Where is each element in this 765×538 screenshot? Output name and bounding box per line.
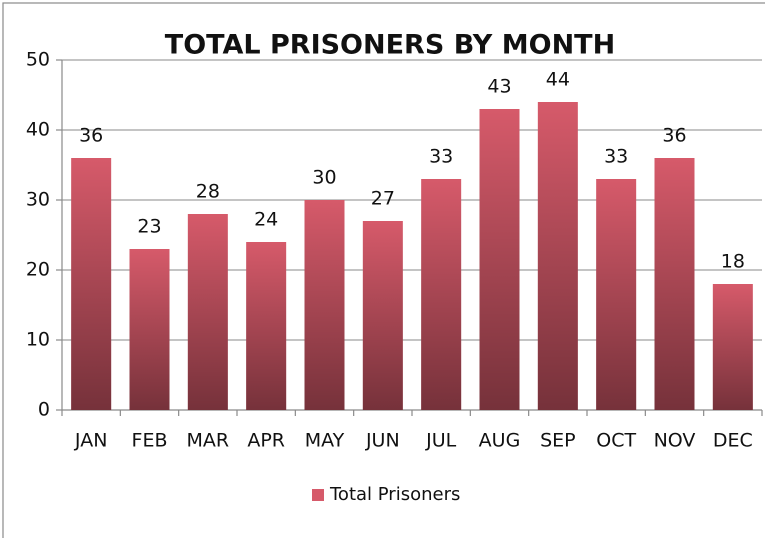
y-tick-label: 10 bbox=[26, 329, 50, 351]
bar-shade bbox=[596, 179, 637, 410]
data-label: 28 bbox=[196, 181, 220, 203]
y-tick-label: 40 bbox=[26, 119, 50, 141]
data-label: 23 bbox=[137, 216, 161, 238]
x-tick-label: MAY bbox=[305, 430, 345, 452]
x-tick-label: DEC bbox=[713, 430, 753, 452]
data-label: 18 bbox=[721, 251, 745, 273]
bar-shade bbox=[421, 179, 462, 410]
bar-shade bbox=[71, 158, 112, 410]
x-tick-label: JUL bbox=[425, 430, 457, 452]
data-label: 27 bbox=[371, 188, 395, 210]
x-tick-label: OCT bbox=[596, 430, 636, 452]
bar-shade bbox=[187, 214, 228, 410]
bar-shade bbox=[712, 284, 753, 410]
x-tick-label: SEP bbox=[540, 430, 576, 452]
data-label: 33 bbox=[604, 146, 628, 168]
legend-swatch bbox=[312, 489, 324, 501]
chart-title: TOTAL PRISONERS BY MONTH bbox=[165, 30, 615, 61]
bar-shade bbox=[129, 249, 170, 410]
x-tick-label: APR bbox=[247, 430, 285, 452]
bar-shade bbox=[654, 158, 695, 410]
x-tick-label: JAN bbox=[74, 430, 107, 452]
y-tick-label: 30 bbox=[26, 189, 50, 211]
y-tick-label: 50 bbox=[26, 49, 50, 71]
bar-shade bbox=[246, 242, 287, 410]
data-label: 36 bbox=[79, 125, 103, 147]
x-tick-label: JUN bbox=[365, 430, 400, 452]
y-tick-label: 0 bbox=[38, 399, 50, 421]
data-label: 36 bbox=[662, 125, 686, 147]
x-tick-label: MAR bbox=[187, 430, 230, 452]
data-label: 44 bbox=[546, 69, 570, 91]
y-tick-label: 20 bbox=[26, 259, 50, 281]
data-label: 24 bbox=[254, 209, 278, 231]
bar-shade bbox=[304, 200, 345, 410]
data-label: 33 bbox=[429, 146, 453, 168]
data-label: 30 bbox=[312, 167, 336, 189]
x-tick-label: FEB bbox=[132, 430, 168, 452]
bar-shade bbox=[479, 109, 520, 410]
data-label: 43 bbox=[487, 76, 511, 98]
x-tick-label: NOV bbox=[654, 430, 696, 452]
x-tick-label: AUG bbox=[479, 430, 521, 452]
bar-shade bbox=[537, 102, 578, 410]
legend-label: Total Prisoners bbox=[329, 484, 460, 505]
bar-shade bbox=[362, 221, 403, 410]
